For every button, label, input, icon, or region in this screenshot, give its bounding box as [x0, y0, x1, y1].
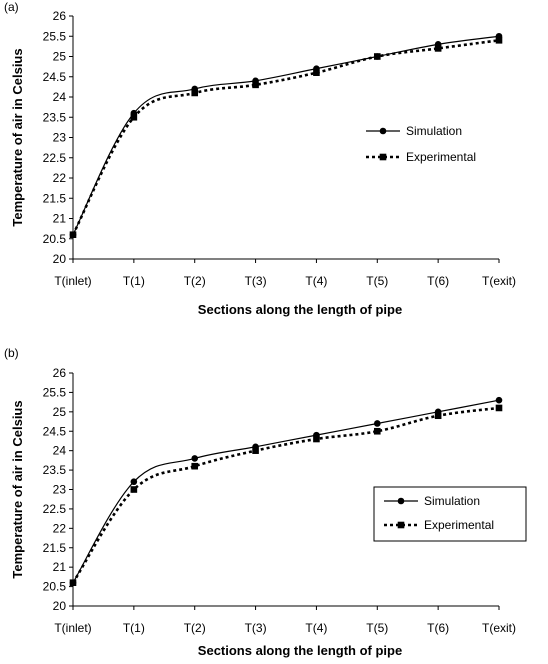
- y-tick-label: 22: [53, 171, 67, 185]
- data-point-experimental: [434, 45, 442, 52]
- y-tick-label: 26: [53, 9, 67, 23]
- y-tick-label: 25.5: [43, 385, 67, 399]
- data-point-experimental: [130, 486, 138, 493]
- x-tick-label: T(2): [184, 621, 206, 635]
- y-tick-label: 21: [53, 212, 67, 226]
- data-point-experimental: [373, 427, 381, 435]
- data-point-experimental: [313, 69, 320, 76]
- x-tick-label: T(3): [245, 621, 267, 635]
- chart-panel-1: (a) 20 20.5 21 21.5 22 22.5 23 23.5 24 24.5 25 25.5 2…: [4, 0, 516, 317]
- y-tick-label: 21.5: [43, 541, 67, 555]
- legend-marker-experimental: [397, 521, 405, 529]
- data-point-experimental: [252, 81, 259, 89]
- y-tick-label: 20: [53, 252, 67, 266]
- y-tick-label: 25: [53, 50, 67, 64]
- x-tick-label: T(4): [305, 621, 327, 635]
- y-tick-label: 23.5: [43, 110, 67, 124]
- x-tick-label: T(1): [123, 274, 145, 288]
- y-tick-label: 26: [53, 366, 67, 380]
- data-point-simulation: [373, 420, 381, 427]
- legend-marker-experimental: [379, 153, 387, 161]
- legend: Simulation Experimental: [373, 486, 527, 542]
- x-tick-label: T(inlet): [54, 274, 91, 288]
- x-tick-label: T(6): [427, 274, 449, 288]
- data-point-simulation: [495, 396, 503, 404]
- data-point-experimental: [373, 53, 381, 60]
- data-point-experimental: [495, 37, 503, 44]
- panel-label: (b): [4, 346, 19, 360]
- y-tick-label: 22.5: [43, 151, 67, 165]
- y-tick-label: 20.5: [43, 232, 67, 246]
- chart-panel-2: (b) 20 20.5 21 21.5 22 22.5 23 23.5 24 24.5 25 25.5 2…: [4, 346, 527, 658]
- x-tick-label: T(exit): [482, 274, 516, 288]
- data-point-simulation: [191, 455, 199, 462]
- y-tick-label: 25.5: [43, 29, 67, 43]
- y-tick-label: 24.5: [43, 70, 67, 84]
- y-tick-label: 21: [53, 560, 67, 574]
- data-point-experimental: [252, 447, 259, 454]
- x-tick-label: T(exit): [482, 621, 516, 635]
- series-line-experimental: [71, 39, 500, 236]
- y-tick-label: 24: [53, 90, 67, 104]
- legend-marker-simulation: [379, 127, 387, 135]
- legend: Simulation Experimental: [366, 124, 476, 164]
- data-point-experimental: [434, 412, 442, 420]
- x-tick-label: T(6): [427, 621, 449, 635]
- legend-marker-simulation: [397, 497, 405, 505]
- data-point-experimental: [130, 113, 138, 121]
- legend-label-experimental: Experimental: [424, 518, 494, 532]
- y-tick-label: 22: [53, 521, 67, 535]
- legend-label-experimental: Experimental: [406, 150, 476, 164]
- y-tick-label: 21.5: [43, 191, 67, 205]
- data-point-experimental: [69, 231, 77, 238]
- x-tick-label: T(5): [366, 621, 388, 635]
- y-tick-label: 24.5: [43, 424, 67, 438]
- data-point-experimental: [191, 89, 199, 97]
- y-tick-label: 22.5: [43, 502, 67, 516]
- y-axis-title: Temperature of air in Celsius: [10, 48, 25, 226]
- panel-label: (a): [4, 0, 19, 14]
- legend-label-simulation: Simulation: [406, 124, 462, 138]
- data-point-simulation: [130, 478, 138, 486]
- x-axis-title: Sections along the length of pipe: [198, 643, 402, 658]
- series-line-experimental: [71, 406, 500, 584]
- y-tick-label: 23.5: [43, 463, 67, 477]
- y-tick-label: 23: [53, 131, 67, 145]
- x-axis-title: Sections along the length of pipe: [198, 302, 402, 317]
- x-tick-label: T(4): [305, 274, 327, 288]
- data-point-experimental: [495, 404, 503, 412]
- data-point-experimental: [191, 462, 199, 470]
- x-tick-label: T(3): [245, 274, 267, 288]
- y-axis-title: Temperature of air in Celsius: [10, 400, 25, 578]
- y-tick-label: 25: [53, 405, 67, 419]
- x-tick-label: T(inlet): [54, 621, 91, 635]
- y-tick-label: 20.5: [43, 580, 67, 594]
- legend-box: [373, 486, 527, 542]
- x-tick-label: T(2): [184, 274, 206, 288]
- x-tick-label: T(5): [366, 274, 388, 288]
- data-point-experimental: [69, 579, 77, 586]
- legend-label-simulation: Simulation: [424, 494, 480, 508]
- data-point-experimental: [313, 435, 320, 443]
- x-tick-label: T(1): [123, 621, 145, 635]
- y-tick-label: 23: [53, 483, 67, 497]
- y-tick-label: 20: [53, 599, 67, 613]
- y-tick-label: 24: [53, 444, 67, 458]
